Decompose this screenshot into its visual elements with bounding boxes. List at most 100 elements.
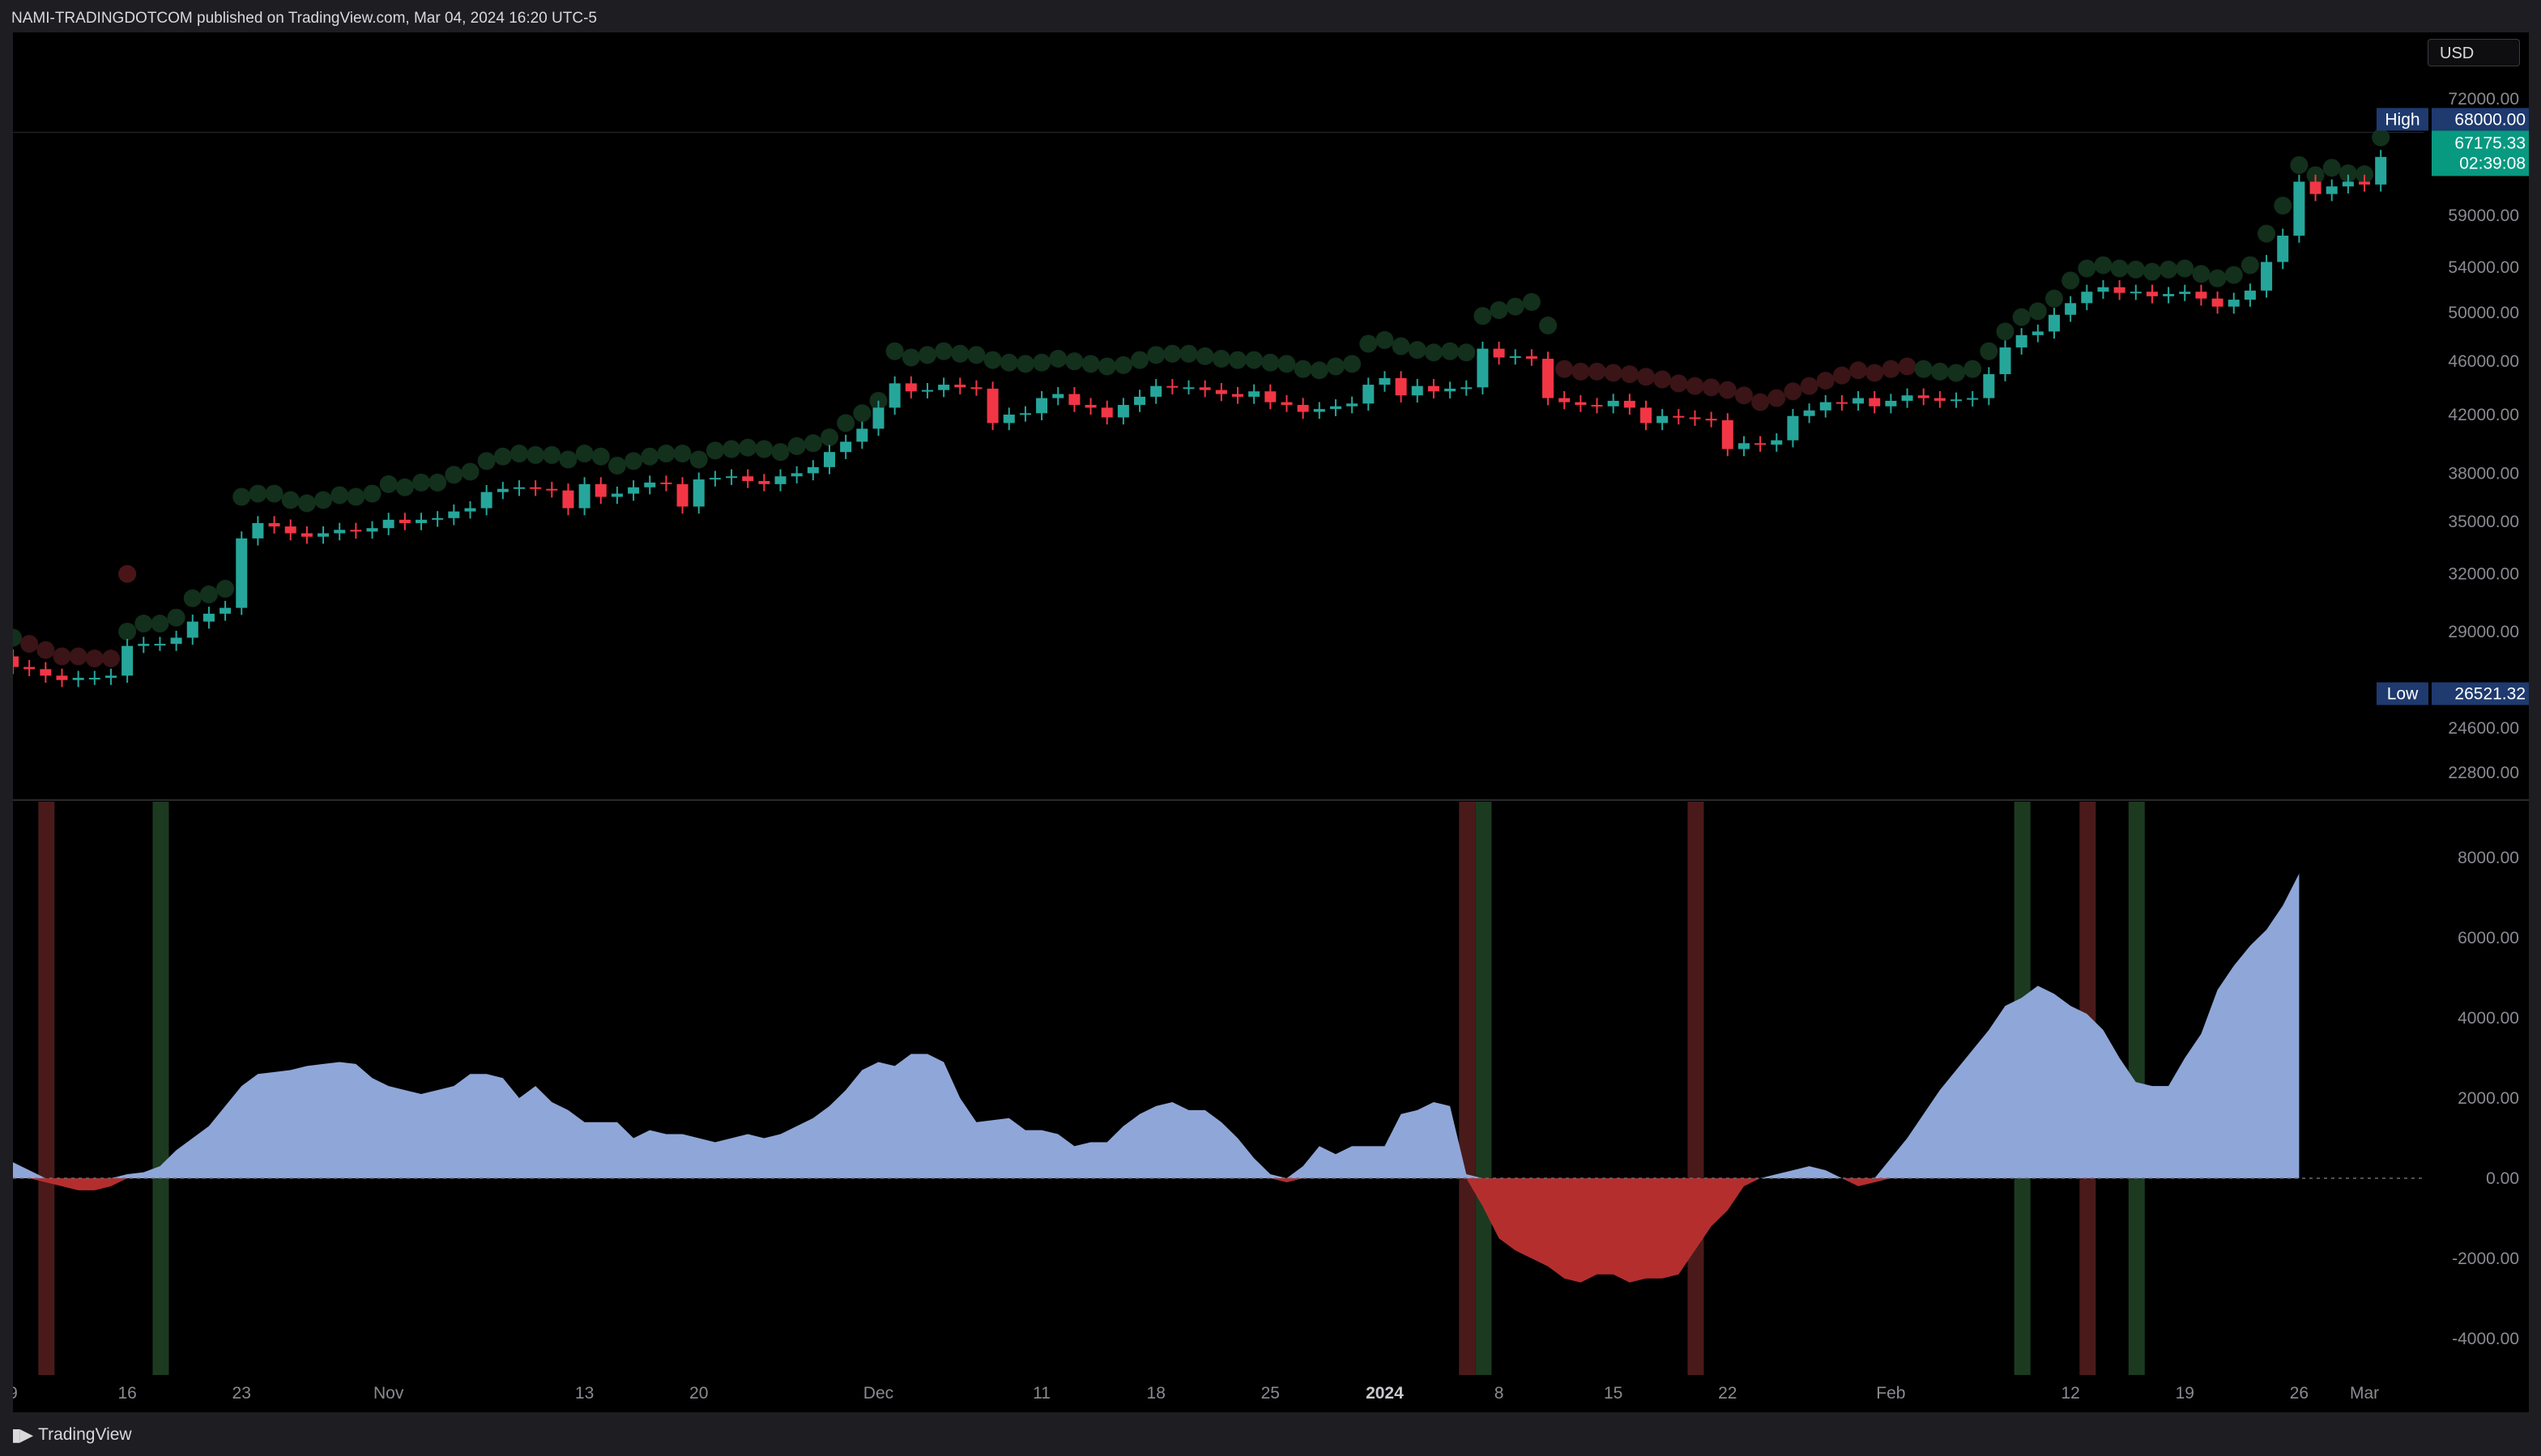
trend-dot	[1343, 355, 1362, 373]
candle-body	[1362, 385, 1375, 404]
candle-body	[2032, 331, 2044, 335]
trend-dot	[412, 473, 430, 492]
candle-body	[1411, 385, 1423, 396]
candle-body	[1542, 359, 1554, 398]
candle-body	[1885, 400, 1897, 407]
trend-dot	[1261, 353, 1280, 372]
trend-dot	[1865, 364, 1884, 382]
candle-body	[1068, 394, 1081, 406]
candle-body	[1819, 402, 1831, 411]
candle-body	[1019, 413, 1031, 415]
trend-dot	[1098, 357, 1116, 376]
publisher-line: NAMI-TRADINGDOTCOM published on TradingV…	[11, 10, 597, 27]
candle-body	[2244, 290, 2256, 300]
time-axis-label: Feb	[1876, 1384, 1905, 1403]
trend-dot	[151, 615, 169, 633]
last-price-value: 67175.33	[2454, 134, 2526, 152]
candle-body	[2097, 287, 2109, 292]
time-axis-label: 13	[575, 1384, 594, 1403]
candle-body	[301, 533, 313, 537]
candle-body	[905, 383, 917, 392]
trend-dot	[1718, 381, 1737, 399]
candle-body	[464, 508, 476, 512]
chart-area[interactable]: 72000.00 59000.00 54000.00 50000.00 46000.00…	[13, 32, 2529, 1412]
candle-body	[2309, 181, 2321, 194]
candle-body	[2293, 181, 2305, 236]
candle-body	[2375, 156, 2387, 185]
trend-dot	[13, 628, 22, 647]
candle-body	[13, 656, 19, 667]
trend-dot	[1898, 357, 1916, 376]
candle-body	[1264, 391, 1277, 402]
time-axis-label: 15	[1604, 1384, 1622, 1403]
trend-dot-extra	[118, 564, 137, 583]
candle-body	[2261, 262, 2273, 291]
trend-dot	[1179, 344, 1198, 363]
trend-dot	[2012, 308, 2031, 326]
chart-svg[interactable]: 72000.00 59000.00 54000.00 50000.00 46000.00…	[13, 32, 2529, 1412]
trend-dot	[1963, 360, 1982, 378]
trend-dot	[1653, 370, 1672, 389]
trend-dot	[1424, 343, 1443, 362]
trend-dot	[935, 342, 953, 360]
trend-dot	[1277, 355, 1296, 373]
trend-dot	[1800, 377, 1818, 395]
candle-body	[2049, 314, 2060, 332]
candle-body	[399, 519, 411, 523]
currency-button[interactable]: USD	[2428, 39, 2520, 66]
trend-dot	[2126, 260, 2145, 279]
trend-dot	[69, 647, 87, 666]
trend-dot	[2028, 302, 2047, 321]
signal-band-green	[152, 802, 169, 1375]
footer-brand: TradingView	[38, 1425, 132, 1444]
candle-body	[2146, 292, 2158, 296]
osc-axis-label: -4000.00	[2452, 1330, 2519, 1348]
candle-body	[1427, 385, 1439, 392]
low-tag-value-box	[2432, 682, 2529, 705]
candle-body	[1199, 387, 1211, 390]
trend-dot	[509, 445, 528, 463]
trend-dot	[918, 346, 936, 364]
candle-body	[987, 388, 999, 424]
trend-dot	[1375, 330, 1394, 349]
candle-body	[1967, 398, 1979, 400]
trend-dot	[265, 484, 284, 503]
time-axis-label: Dec	[863, 1384, 893, 1403]
trend-dot	[657, 445, 676, 463]
price-axis-label: 22800.00	[2448, 764, 2519, 782]
trend-dot	[1620, 365, 1639, 384]
candle-body	[562, 490, 574, 509]
trend-dot	[2110, 259, 2129, 278]
trend-dot	[1147, 346, 1166, 364]
candle-body	[1509, 355, 1521, 358]
candle-body	[1215, 390, 1227, 394]
time-axis-label: Nov	[373, 1384, 404, 1403]
trend-dot	[395, 478, 414, 496]
candle-body	[1607, 400, 1619, 407]
trend-dot	[1457, 343, 1476, 362]
low-tag-label-box	[2377, 682, 2428, 705]
candle-body	[1689, 417, 1701, 419]
price-axis-label: 42000.00	[2448, 406, 2519, 424]
candle-body	[2326, 186, 2338, 194]
candle-body	[1297, 405, 1309, 412]
candle-body	[1835, 402, 1848, 404]
candle-body	[742, 476, 754, 481]
trend-dot	[1539, 316, 1558, 334]
candle-body	[252, 522, 264, 539]
candle-body	[203, 613, 215, 622]
trend-dot	[101, 649, 120, 668]
candle-body	[921, 390, 933, 392]
candle-body	[1232, 394, 1243, 397]
candle-body	[56, 675, 68, 680]
candle-body	[840, 441, 852, 453]
trend-dot	[330, 486, 349, 504]
trend-dot	[1947, 364, 1966, 382]
trend-dot	[1114, 355, 1132, 374]
last-price-countdown: 02:39:08	[2459, 154, 2526, 172]
time-axis-label: 25	[1261, 1384, 1280, 1403]
candle-body	[774, 476, 787, 484]
candle-body	[2163, 294, 2175, 296]
time-axis-label: 19	[2176, 1384, 2194, 1403]
trend-dot	[2257, 224, 2276, 243]
